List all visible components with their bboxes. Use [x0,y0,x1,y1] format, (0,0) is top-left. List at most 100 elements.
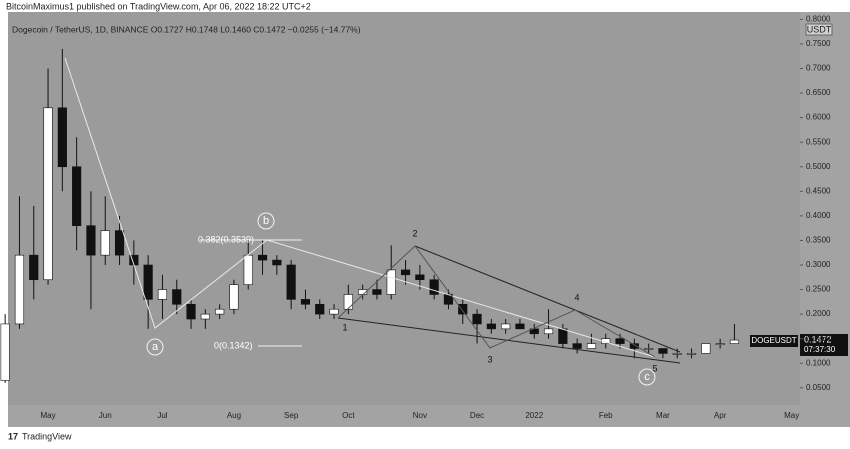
y-tick-label: 0.3500 [806,236,831,245]
candle-body [300,299,311,305]
currency: USDT [807,24,832,34]
symbol-label: DOGEUSDT [751,336,796,345]
candle-body [429,279,439,295]
y-tick-label: 0.5500 [806,137,831,146]
annotations: a b c 1 2 3 4 5 0.382(0.3539) 0(0.1342) [152,215,658,383]
footer-text: TradingView [22,431,72,441]
candle-body [157,289,168,300]
candle-body [372,289,382,295]
drawings [64,57,681,386]
candle-body [272,259,282,266]
candle-body [329,308,339,315]
plot [0,48,740,383]
legend-text: Dogecoin / TetherUS, 1D, BINANCE O0.1727… [12,24,361,34]
wave-label: a [152,341,159,353]
candle-body [543,328,554,335]
y-tick-label: 0.7500 [806,39,831,48]
countdown: 07:37:30 [804,345,836,354]
y-tick-label: 0.2500 [806,285,831,294]
y-tick-label: 0.1000 [806,358,831,367]
price-box [800,334,848,356]
y-tick-label: 0.5000 [806,162,831,171]
last-price: 0.1472 [804,334,832,344]
candle-body [415,274,425,281]
candle-body [57,107,67,168]
candle-body [215,308,225,315]
footer: 17 TradingView [8,431,72,441]
wave-label: 3 [487,354,492,364]
wave-abc [64,57,656,358]
x-tick-label: Apr [714,411,727,420]
candle-body [172,289,182,305]
candle-body [529,328,539,335]
header: BitcoinMaximus1 published on TradingView… [6,1,311,11]
label-circle [638,368,656,386]
candle-body [100,230,110,256]
x-tick-label: Oct [342,411,355,420]
candle-body [729,339,740,344]
candle-body [658,348,668,354]
currency-box [805,23,833,36]
wave-label: 2 [412,228,417,238]
x-tick-label: May [784,411,799,420]
fib-label: 0(0.1342) [214,340,253,350]
x-tick-label: Dec [470,411,484,420]
y-tick-label: 0.6500 [806,88,831,97]
x-tick-label: May [40,411,55,420]
candle-body [644,348,654,350]
wave-12345 [337,245,656,358]
wedge-line [337,317,681,364]
candle-body [143,264,153,300]
x-tick-label: Sep [284,411,299,420]
candle-body [257,254,268,261]
candle-body [672,353,682,355]
candle-body [515,323,525,330]
x-tick-label: 2022 [525,411,543,420]
candle-body [572,343,582,349]
candle-body [386,269,396,295]
fib-label: 0.382(0.3539) [198,234,254,244]
y-tick-label: 0.8000 [806,14,831,23]
wave-label: 4 [574,292,579,302]
y-tick-label: 0.2000 [806,309,831,318]
wave-label: b [263,215,269,227]
chart-background [8,12,800,405]
label-circle [146,338,164,356]
candle-body [114,230,125,256]
x-tick-label: Mar [656,411,670,420]
x-tick-label: Nov [413,411,427,420]
y-tick-label: 0.4000 [806,211,831,220]
candle-body [701,343,711,354]
candle-body [343,294,353,310]
candle-body [400,269,411,276]
x-tick-label: Feb [599,411,613,420]
candle-body [472,313,482,325]
logo: 17 [8,431,18,441]
label-circle [257,212,275,230]
x-tick-label: Jun [99,411,112,420]
candle-body [315,303,325,315]
candle-body [243,254,253,285]
candle-body [186,303,196,320]
candle-body [615,338,625,344]
symbol-box [750,335,798,347]
candle-body [458,303,468,315]
y-tick-label: 0.0500 [806,383,831,392]
candle-body [629,343,639,349]
candle-body [501,323,511,330]
candle-body [286,264,296,300]
candle-body [29,254,39,281]
candle-body [715,343,725,345]
candle-body [686,353,697,355]
wave-label: c [644,371,650,383]
candle-body [14,254,25,325]
y-tick-label: 0.4500 [806,186,831,195]
candle-body [0,323,10,381]
candle-body [486,323,496,330]
candle-body [558,328,568,344]
candle-body [200,313,210,320]
y-tick-label: 0.6000 [806,113,831,122]
wave-label: 1 [342,322,347,332]
